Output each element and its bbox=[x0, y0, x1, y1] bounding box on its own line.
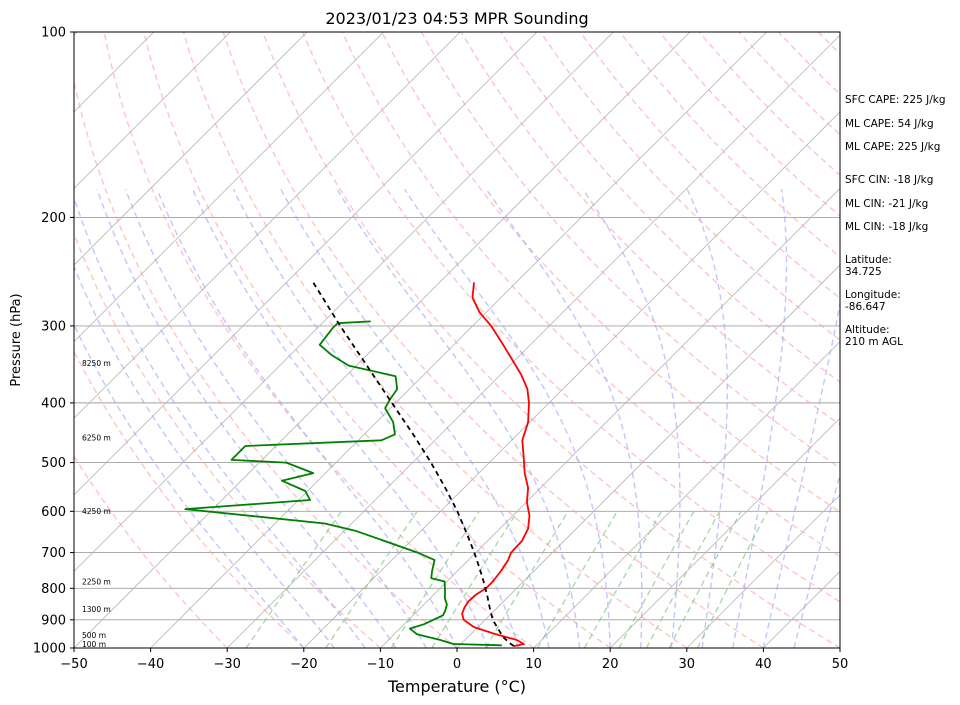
moist-adiabat bbox=[232, 188, 519, 648]
temperature-profile-line bbox=[461, 282, 531, 647]
sounding-parameter-line: ML CAPE: 54 J/kg bbox=[845, 118, 934, 130]
plot-frame bbox=[73, 31, 841, 649]
moist-adiabat bbox=[582, 188, 681, 648]
sounding-parameter-line: -86.647 bbox=[845, 301, 886, 313]
x-tick-label: −10 bbox=[367, 657, 394, 672]
y-tick-label: 1000 bbox=[33, 642, 66, 657]
sounding-parameter-line: ML CIN: -18 J/kg bbox=[845, 221, 929, 233]
sounding-parameter-line: Longitude: bbox=[845, 289, 901, 301]
skewed-isotherm bbox=[609, 417, 840, 648]
moist-adiabat bbox=[762, 300, 840, 648]
dry-adiabat bbox=[103, 32, 535, 648]
sounding-parameter-line: ML CAPE: 225 J/kg bbox=[845, 141, 941, 153]
mixing-ratio-line bbox=[431, 510, 519, 648]
skewed-isotherm bbox=[686, 494, 840, 648]
height-label: 6250 m bbox=[82, 433, 111, 442]
dry-adiabat bbox=[182, 32, 688, 648]
x-tick-label: −50 bbox=[60, 657, 87, 672]
mixing-ratio-line bbox=[536, 510, 618, 648]
dry-adiabat bbox=[222, 32, 764, 648]
parcel-profile-line bbox=[312, 281, 515, 647]
y-tick-label: 600 bbox=[41, 505, 66, 520]
moist-adiabat bbox=[732, 189, 788, 648]
moist-adiabat bbox=[74, 195, 366, 648]
x-tick-label: −20 bbox=[290, 657, 317, 672]
moist-adiabat bbox=[74, 323, 305, 648]
x-tick-label: −40 bbox=[137, 657, 164, 672]
dry-adiabat bbox=[579, 32, 840, 300]
moist-adiabat bbox=[96, 188, 397, 648]
x-tick-label: −30 bbox=[213, 657, 240, 672]
sounding-parameter-line: Latitude: bbox=[845, 254, 892, 266]
sounding-parameter-line: 210 m AGL bbox=[845, 336, 903, 348]
x-tick-label: 0 bbox=[453, 657, 461, 672]
dry-adiabat bbox=[143, 32, 611, 648]
skewed-isotherm bbox=[74, 32, 384, 343]
y-tick-label: 500 bbox=[41, 456, 66, 471]
height-label: 2250 m bbox=[82, 577, 111, 586]
moist-adiabat bbox=[191, 188, 489, 648]
chart-title: 2023/01/23 04:53 MPR Sounding bbox=[325, 9, 588, 28]
moist-adiabat bbox=[336, 188, 581, 648]
moist-adiabat bbox=[793, 472, 840, 648]
y-tick-label: 900 bbox=[41, 613, 66, 628]
y-tick-label: 300 bbox=[41, 319, 66, 334]
y-tick-label: 100 bbox=[41, 26, 66, 41]
height-label: 8250 m bbox=[82, 359, 111, 368]
mixing-ratio-line bbox=[390, 510, 480, 648]
sounding-parameter-line: SFC CAPE: 225 J/kg bbox=[845, 94, 946, 106]
x-tick-label: 50 bbox=[832, 657, 849, 672]
mixing-ratio-line bbox=[618, 510, 695, 648]
dry-adiabat bbox=[74, 454, 228, 648]
x-tick-label: 20 bbox=[602, 657, 619, 672]
mixing-ratio-line bbox=[325, 510, 418, 648]
skewed-isotherm bbox=[74, 32, 461, 419]
moist-adiabat bbox=[686, 188, 728, 648]
dry-adiabat bbox=[74, 349, 305, 648]
x-tick-label: 30 bbox=[679, 657, 696, 672]
y-tick-label: 700 bbox=[41, 546, 66, 561]
height-label: 4250 m bbox=[82, 507, 111, 516]
mixing-ratio-line bbox=[583, 510, 662, 648]
skewed-isotherm bbox=[74, 32, 308, 266]
y-tick-label: 200 bbox=[41, 211, 66, 226]
moist-adiabat bbox=[124, 188, 427, 648]
x-tick-label: 40 bbox=[755, 657, 772, 672]
height-label: 100 m bbox=[82, 640, 106, 649]
skewed-isotherm bbox=[74, 32, 231, 189]
moist-adiabat bbox=[156, 188, 458, 648]
moist-adiabat bbox=[485, 188, 643, 648]
height-label: 1300 m bbox=[82, 605, 111, 614]
height-label: 500 m bbox=[82, 631, 106, 640]
skewed-isotherm bbox=[380, 187, 840, 648]
dewpoint-profile-line bbox=[184, 320, 502, 647]
y-tick-label: 800 bbox=[41, 582, 66, 597]
mixing-ratio-line bbox=[484, 510, 569, 648]
dry-adiabat bbox=[262, 32, 840, 648]
skewed-isotherm bbox=[150, 32, 767, 648]
moist-adiabat bbox=[280, 188, 550, 648]
sounding-parameter-line: ML CIN: -21 J/kg bbox=[845, 198, 929, 210]
dry-adiabat bbox=[74, 79, 458, 648]
sounding-parameter-line: 34.725 bbox=[845, 266, 882, 278]
mixing-ratio-line bbox=[645, 510, 721, 648]
y-tick-label: 400 bbox=[41, 396, 66, 411]
x-axis-label: Temperature (°C) bbox=[387, 677, 526, 696]
skewed-isotherm bbox=[226, 34, 840, 648]
skewed-isotherm bbox=[74, 32, 538, 496]
y-axis-label: Pressure (hPa) bbox=[9, 293, 24, 386]
mixing-ratio-line bbox=[697, 510, 769, 648]
sounding-parameter-line: SFC CIN: -18 J/kg bbox=[845, 174, 934, 186]
sounding-parameter-line: Altitude: bbox=[845, 324, 890, 336]
moist-adiabat bbox=[404, 188, 611, 648]
skewed-isotherm bbox=[74, 32, 691, 648]
mixing-ratio-line bbox=[668, 510, 742, 648]
skewed-isotherm bbox=[303, 111, 840, 648]
x-tick-label: 10 bbox=[525, 657, 542, 672]
skewed-isotherm bbox=[74, 32, 614, 572]
skewed-isotherm bbox=[0, 32, 1, 648]
skewed-isotherm bbox=[533, 341, 840, 648]
mixing-ratio-line bbox=[245, 510, 342, 648]
